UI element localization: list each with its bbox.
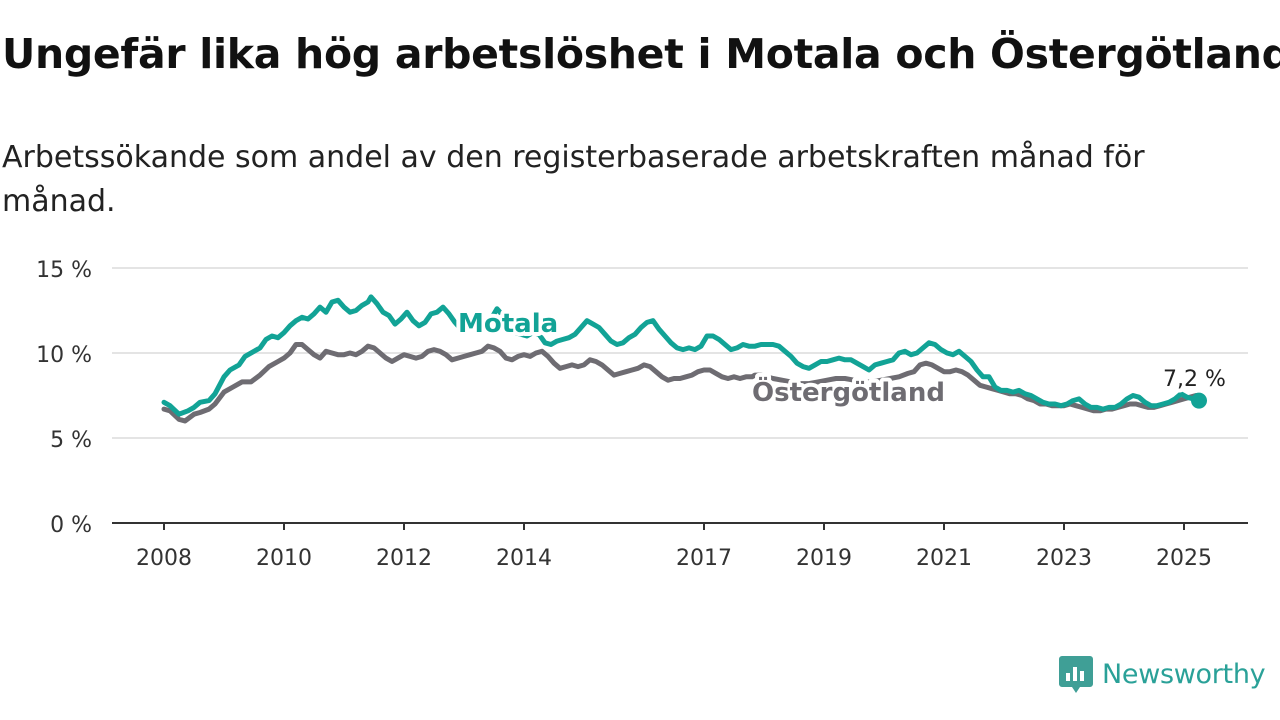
y-tick-label: 5 %	[50, 428, 92, 453]
y-tick-label: 0 %	[50, 513, 92, 538]
chart-subtitle: Arbetssökande som andel av den registerb…	[2, 140, 1145, 219]
grid-layer: 0 % 5 % 10 % 15 % 2008 2010 2012 2014 2017 2019 20…	[36, 258, 1248, 571]
series-layer	[161, 294, 1207, 424]
x-tick-label: 2010	[256, 546, 312, 571]
series-line-motala	[161, 294, 1202, 417]
series-label-motala: Motala	[458, 309, 558, 339]
newsworthy-brand[interactable]: Newsworthy	[1058, 654, 1266, 694]
brand-name: Newsworthy	[1102, 658, 1266, 690]
x-tick-label: 2014	[496, 546, 552, 571]
series-line-ostergotland	[161, 342, 1202, 424]
x-tick-label: 2021	[916, 546, 972, 571]
series-label-ostergotland-halo: Östergötland	[752, 375, 945, 408]
series-label-ostergotland: Östergötland	[752, 375, 945, 408]
end-value-label-halo: 7,2 %	[1163, 367, 1226, 392]
x-tick-label: 2019	[796, 546, 852, 571]
newsworthy-logo-icon	[1059, 656, 1093, 693]
chart-title: Ungefär lika hög arbetslöshet i Motala o…	[2, 30, 1280, 78]
end-value-label: 7,2 %	[1163, 367, 1226, 392]
x-tick-label: 2017	[676, 546, 732, 571]
x-tick-label: 2023	[1036, 546, 1092, 571]
y-tick-label: 10 %	[36, 343, 92, 368]
series-label-motala-halo: Motala	[458, 309, 558, 339]
end-point-marker	[1191, 392, 1207, 409]
x-tick-label: 2012	[376, 546, 432, 571]
x-tick-label: 2025	[1156, 546, 1212, 571]
y-tick-label: 15 %	[36, 258, 92, 283]
x-tick-label: 2008	[136, 546, 192, 571]
